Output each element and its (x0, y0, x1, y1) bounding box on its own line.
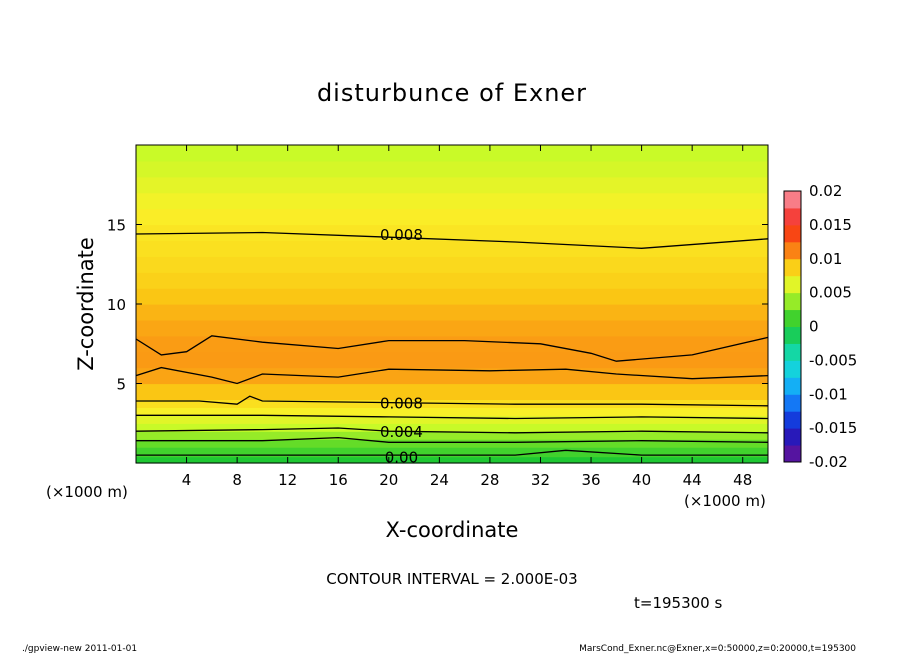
colorbar-tick-label: -0.005 (809, 351, 857, 369)
contour-line (135, 231, 769, 249)
x-tick-label: 32 (531, 471, 550, 489)
y-tick-label: 10 (107, 296, 126, 314)
x-unit-right: (×1000 m) (684, 492, 766, 510)
color-band (136, 351, 768, 369)
contour-line (135, 335, 769, 362)
color-band (136, 240, 768, 257)
colorbar-tick-label: 0.02 (809, 182, 842, 200)
y-axis-ticks: 5 10 15 (107, 217, 768, 394)
x-axis-ticks: 4 8 12 16 20 24 28 32 36 40 44 48 (182, 145, 752, 489)
color-band (136, 319, 768, 337)
color-band (136, 431, 768, 440)
colorbar-segment (784, 394, 801, 412)
x-unit-left: (×1000 m) (46, 483, 128, 501)
colorbar-tick-label: 0.01 (809, 250, 842, 268)
contour-line (136, 449, 768, 456)
colorbar-tick-label: 0 (809, 318, 819, 336)
colorbar-ticks: 0.02 0.015 0.01 0.005 0 -0.005 -0.01 -0.015 -0.0… (809, 182, 857, 471)
x-tick-label: 20 (379, 471, 398, 489)
colorbar-segment (784, 411, 801, 429)
color-band (136, 288, 768, 305)
colorbar-tick-label: -0.015 (809, 419, 857, 437)
color-band (136, 192, 768, 210)
color-band (136, 272, 768, 289)
x-tick-label: 28 (480, 471, 499, 489)
colorbar-segment (784, 309, 801, 327)
x-tick-label: 40 (632, 471, 651, 489)
color-band (136, 335, 768, 353)
colorbar-segment (784, 377, 801, 395)
colorbar-segment (784, 224, 801, 243)
contour-line (135, 427, 769, 434)
x-tick-label: 24 (430, 471, 449, 489)
colorbar-tick-label: 0.005 (809, 284, 852, 302)
x-tick-label: 36 (581, 471, 600, 489)
x-tick-label: 48 (733, 471, 752, 489)
color-band (136, 383, 768, 400)
color-band (136, 224, 768, 241)
color-band (136, 447, 768, 458)
color-band (136, 304, 768, 321)
x-tick-label: 4 (182, 471, 192, 489)
colorbar-segment (784, 326, 801, 344)
color-bands (136, 145, 768, 464)
colorbar-segment (784, 191, 801, 209)
contour-labels: 0.008 0.008 0.004 0.00 (380, 226, 423, 467)
contour-interval-label: CONTOUR INTERVAL = 2.000E-03 (326, 570, 577, 588)
footer-left: ./gpview-new 2011-01-01 (22, 644, 137, 654)
color-band (136, 145, 768, 162)
contour-lines (135, 231, 769, 456)
color-band (136, 456, 768, 464)
x-tick-label: 16 (329, 471, 348, 489)
colorbar (783, 190, 802, 463)
colorbar-segment (784, 292, 801, 311)
color-band (136, 367, 768, 385)
x-tick-label: 12 (278, 471, 297, 489)
colorbar-tick-label: -0.02 (809, 453, 848, 471)
y-tick-label: 15 (107, 217, 126, 235)
time-label: t=195300 s (634, 594, 722, 612)
y-axis-label: Z-coordinate (74, 237, 98, 371)
contour-line (136, 414, 769, 420)
colorbar-tick-label: 0.015 (809, 216, 852, 234)
color-band (136, 256, 768, 273)
colorbar-segment (784, 445, 801, 463)
contour-label: 0.004 (380, 423, 423, 441)
colorbar-frame (783, 190, 802, 463)
y-tick-label: 5 (116, 376, 126, 394)
contour-line (136, 436, 769, 443)
contour-label: 0.008 (380, 226, 423, 244)
contour-line (136, 395, 769, 407)
colorbar-segment (784, 360, 801, 378)
chart-title: disturbunce of Exner (317, 79, 587, 107)
color-band (136, 407, 768, 416)
contour-label: 0.00 (385, 449, 418, 467)
colorbar-segment (784, 258, 801, 277)
color-band (136, 415, 768, 424)
contour-line (135, 366, 769, 385)
colorbar-tick-label: -0.01 (809, 385, 848, 403)
colorbar-segment (784, 275, 801, 294)
color-band (136, 208, 768, 226)
colorbar-segment (784, 428, 801, 446)
x-tick-label: 44 (683, 471, 702, 489)
footer-right: MarsCond_Exner.nc@Exner,x=0:50000,z=0:20… (579, 644, 856, 654)
contour-label: 0.008 (380, 395, 423, 413)
x-axis-label: X-coordinate (386, 518, 519, 542)
color-band (136, 176, 768, 194)
color-band (136, 439, 768, 448)
colorbar-segment (784, 241, 801, 260)
color-band (136, 423, 768, 432)
x-tick-label: 8 (232, 471, 242, 489)
color-band (136, 160, 768, 178)
colorbar-segment (784, 343, 801, 361)
colorbar-segment (784, 207, 801, 226)
